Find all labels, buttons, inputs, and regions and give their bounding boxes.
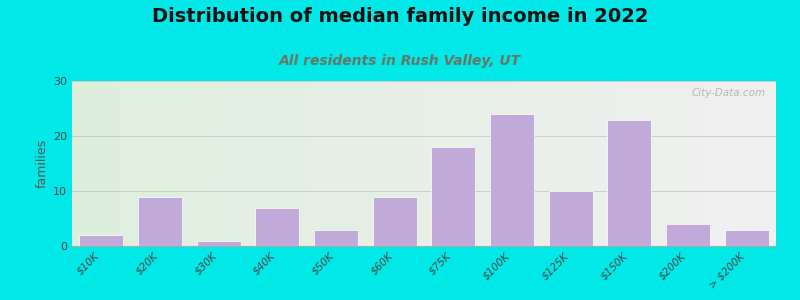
Bar [197, 241, 241, 246]
Bar [607, 119, 651, 246]
Y-axis label: families: families [36, 139, 49, 188]
Text: All residents in Rush Valley, UT: All residents in Rush Valley, UT [279, 54, 521, 68]
Bar [666, 224, 710, 246]
Bar [725, 230, 769, 246]
Bar [490, 114, 534, 246]
Text: Distribution of median family income in 2022: Distribution of median family income in … [152, 8, 648, 26]
Bar [549, 191, 593, 246]
Bar [138, 196, 182, 246]
Bar [431, 147, 475, 246]
Bar [79, 235, 123, 246]
Bar [373, 196, 417, 246]
Bar [314, 230, 358, 246]
Text: City-Data.com: City-Data.com [691, 88, 766, 98]
Bar [255, 208, 299, 246]
